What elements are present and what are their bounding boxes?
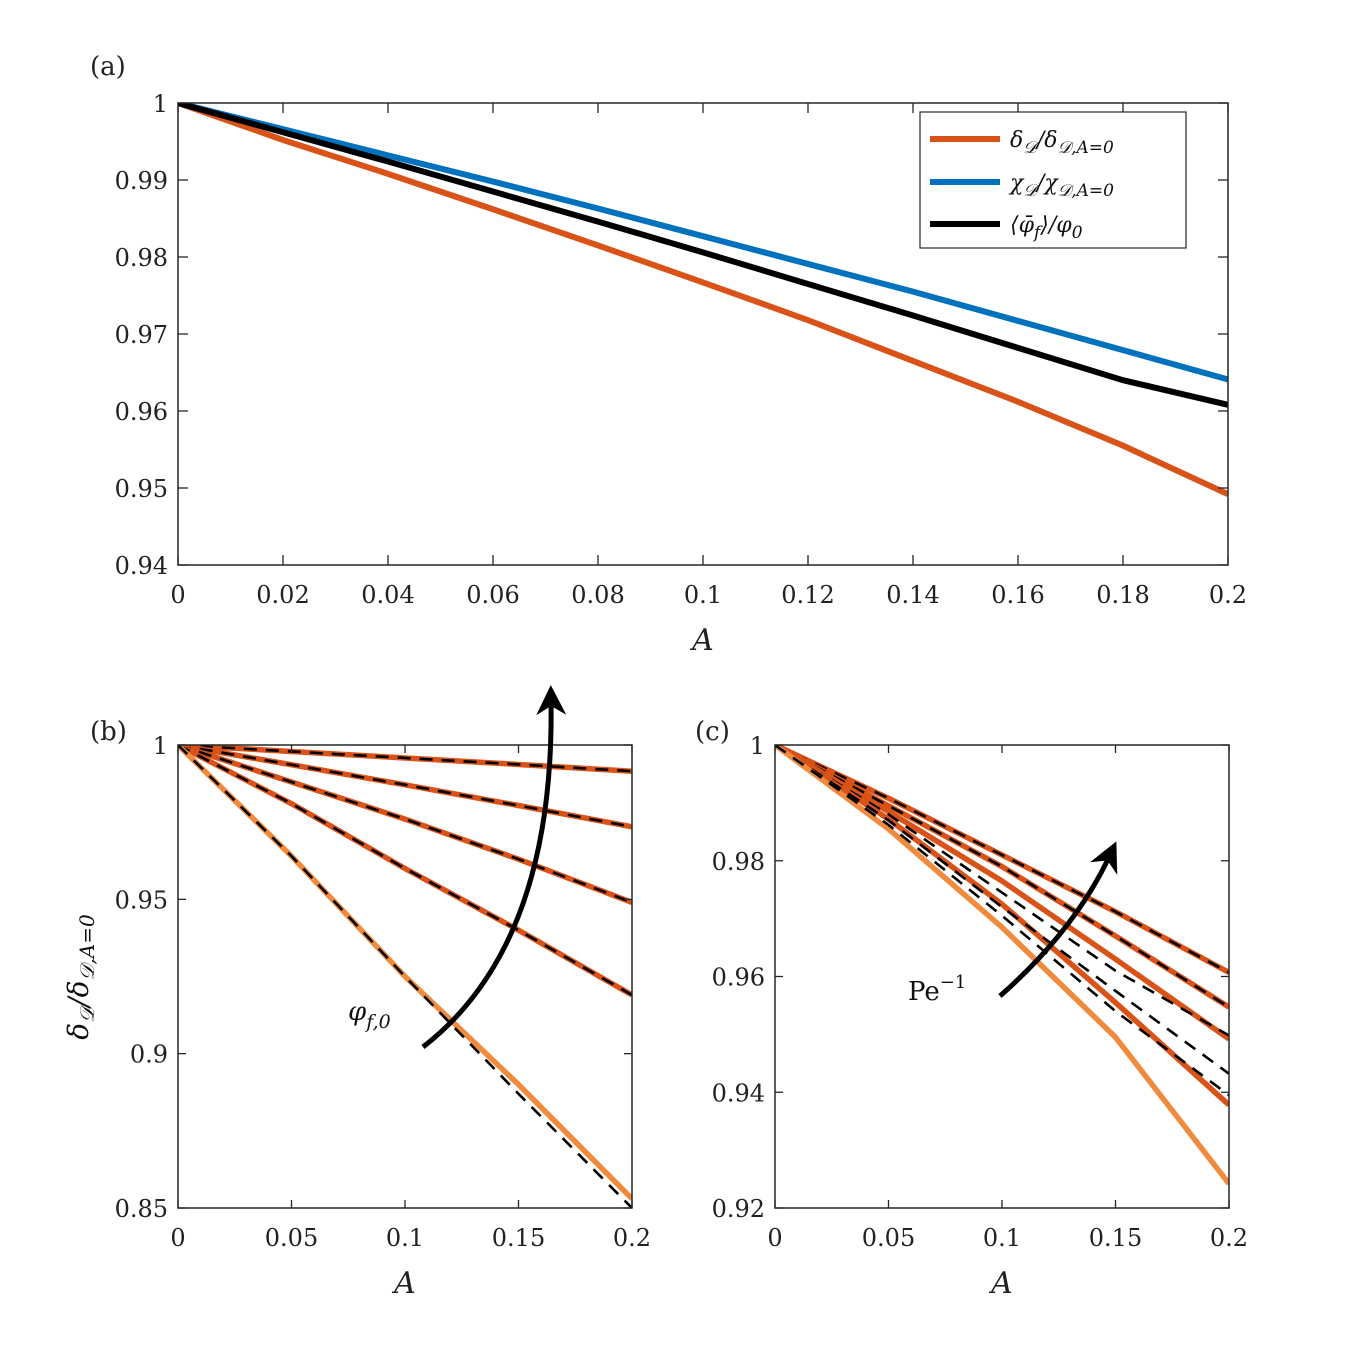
x-tick-label: 0.1 [983,1224,1021,1252]
panel-c-axes-box [774,744,1230,1209]
y-tick-label: 0.97 [115,321,168,349]
panel-a-label: (a) [90,52,126,82]
y-tick-label: 0.95 [115,475,168,503]
y-tick-label: 0.9 [130,1041,168,1069]
y-tick-label: 0.95 [115,886,168,914]
x-tick-label: 0 [767,1224,782,1252]
panel-b-ticks: 0 0.05 0.1 0.15 0.2 0.85 0.9 0.95 1 [115,732,652,1252]
x-tick-label: 0.08 [571,581,624,609]
x-tick-label: 0.18 [1096,581,1149,609]
y-tick-label: 1 [750,732,765,760]
y-tick-label: 0.85 [115,1195,168,1223]
panel-c-label: (c) [695,717,730,747]
x-tick-label: 0.12 [781,581,834,609]
x-tick-label: 0.2 [1210,1224,1248,1252]
panel-b-series [178,745,632,1208]
panel-c-ticks: 0 0.05 0.1 0.15 0.2 0.92 0.94 0.96 0.98 1 [712,732,1249,1252]
x-tick-label: 0.1 [386,1224,424,1252]
panel-c-xlabel: A [988,1266,1013,1301]
series-dashed-5 [775,745,1229,1097]
x-tick-label: 0.1 [684,581,722,609]
y-tick-label: 1 [153,732,168,760]
series-line-5 [775,745,1229,1186]
x-tick-label: 0.06 [466,581,519,609]
panel-a-xlabel: A [689,623,714,658]
y-tick-label: 0.98 [115,244,168,272]
x-tick-label: 0.2 [613,1224,651,1252]
panel-b-label: (b) [90,717,127,747]
y-tick-label: 0.94 [712,1079,765,1107]
series-line-3 [178,103,1228,408]
series-line-3 [775,745,1229,1042]
series-dashed-4 [775,745,1229,1075]
y-tick-label: 0.92 [712,1195,765,1223]
y-tick-label: 0.98 [712,848,765,876]
y-tick-label: 1 [153,90,168,118]
x-tick-label: 0 [170,1224,185,1252]
x-tick-label: 0.04 [361,581,414,609]
x-tick-label: 0 [170,581,185,609]
y-tick-label: 0.96 [115,398,168,426]
panel-b-xlabel: A [391,1266,416,1301]
x-tick-label: 0.16 [991,581,1044,609]
phi-arrow [421,685,567,1049]
panel-c: (c) 0 0.05 0.1 0.15 0.2 0.92 0.94 0.96 0.98 1 A P… [695,717,1248,1301]
series-line-4 [178,745,632,998]
x-tick-label: 0.05 [265,1224,318,1252]
series-dashed-1 [775,745,1229,974]
series-dashed-1 [178,745,632,773]
pe-arrow [998,841,1118,998]
panel-a-series [178,103,1228,497]
phi-annotation: φf,0 [348,997,391,1033]
series-line-1 [178,103,1228,497]
series-dashed-3 [178,745,632,904]
series-line-2 [775,745,1229,1010]
panel-b-ylabel: δ𝒟/δ𝒟,A=0 [62,914,99,1040]
panel-a-ticks: 0 0.02 0.04 0.06 0.08 0.1 0.12 0.14 0.16 0.18 0.2 0… [115,90,1248,609]
panel-a: (a) 0 0.02 0.04 0.06 0.08 0.1 0.12 0.14 0.16 0.18… [90,52,1247,658]
y-tick-label: 0.94 [115,552,168,580]
y-tick-label: 0.99 [115,167,168,195]
series-dashed-2 [178,745,632,829]
series-line-5 [178,745,632,1201]
x-tick-label: 0.2 [1209,581,1247,609]
x-tick-label: 0.02 [256,581,309,609]
panel-a-legend: δ𝒟/δ𝒟,A=0 χ𝒟/χ𝒟,A=0 ⟨φ̄f⟩/φ0 [919,111,1187,249]
x-tick-label: 0.15 [492,1224,545,1252]
x-tick-label: 0.15 [1089,1224,1142,1252]
x-tick-label: 0.05 [862,1224,915,1252]
y-tick-label: 0.96 [712,964,765,992]
panel-b: (b) 0 0.05 0.1 0.15 0.2 0.85 0.9 0.95 1 A δ𝒟/δ𝒟,… [62,685,652,1301]
pe-annotation: Pe−1 [908,972,966,1007]
series-line-2 [178,103,1228,383]
panel-c-series [775,745,1229,1186]
x-tick-label: 0.14 [886,581,939,609]
